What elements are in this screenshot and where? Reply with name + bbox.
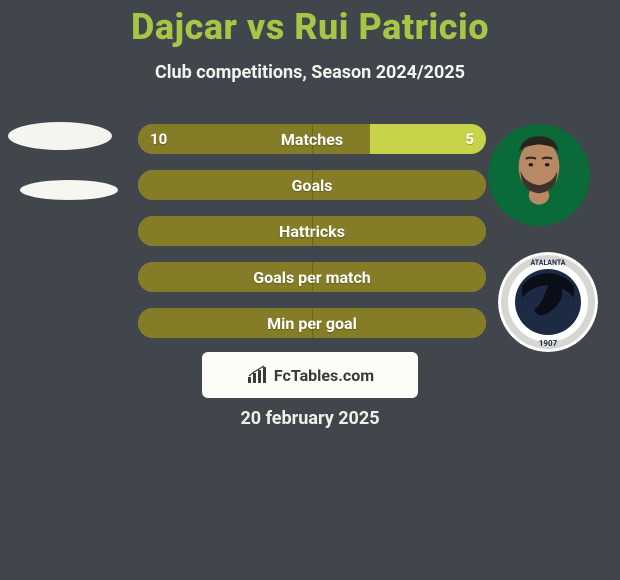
right-club-crest: ATALANTA 1907 bbox=[498, 252, 598, 352]
svg-text:ATALANTA: ATALANTA bbox=[530, 259, 565, 267]
title-vs: vs bbox=[247, 6, 285, 48]
card-date: 20 february 2025 bbox=[0, 408, 620, 429]
brand-icon bbox=[246, 365, 268, 385]
stat-value-right: 5 bbox=[465, 130, 474, 148]
bar-center-separator bbox=[312, 216, 313, 246]
stat-row: Matches105 bbox=[138, 124, 486, 154]
bar-center-separator bbox=[312, 124, 313, 154]
bar-center-separator bbox=[312, 308, 313, 338]
stat-row: Min per goal bbox=[138, 308, 486, 338]
stat-row: Goals bbox=[138, 170, 486, 200]
stat-row: Hattricks bbox=[138, 216, 486, 246]
svg-text:1907: 1907 bbox=[539, 339, 558, 348]
card-title: Dajcar vs Rui Patricio bbox=[0, 6, 620, 48]
player-portrait-svg bbox=[488, 124, 590, 226]
player-right-name: Rui Patricio bbox=[294, 6, 489, 48]
club-crest-svg: ATALANTA 1907 bbox=[498, 252, 598, 352]
brand-text: FcTables.com bbox=[274, 366, 374, 385]
left-photo-placeholder bbox=[8, 122, 112, 150]
stat-value-left: 10 bbox=[150, 130, 167, 148]
left-club-placeholder bbox=[20, 180, 118, 200]
comparison-card: Dajcar vs Rui Patricio Club competitions… bbox=[0, 0, 620, 580]
player-left-name: Dajcar bbox=[131, 6, 237, 48]
bar-center-separator bbox=[312, 170, 313, 200]
bar-center-separator bbox=[312, 262, 313, 292]
right-player-photo bbox=[488, 124, 590, 226]
stat-row: Goals per match bbox=[138, 262, 486, 292]
card-subtitle: Club competitions, Season 2024/2025 bbox=[0, 62, 620, 83]
stat-rows: Matches105GoalsHattricksGoals per matchM… bbox=[138, 124, 486, 354]
brand-badge: FcTables.com bbox=[202, 352, 418, 398]
